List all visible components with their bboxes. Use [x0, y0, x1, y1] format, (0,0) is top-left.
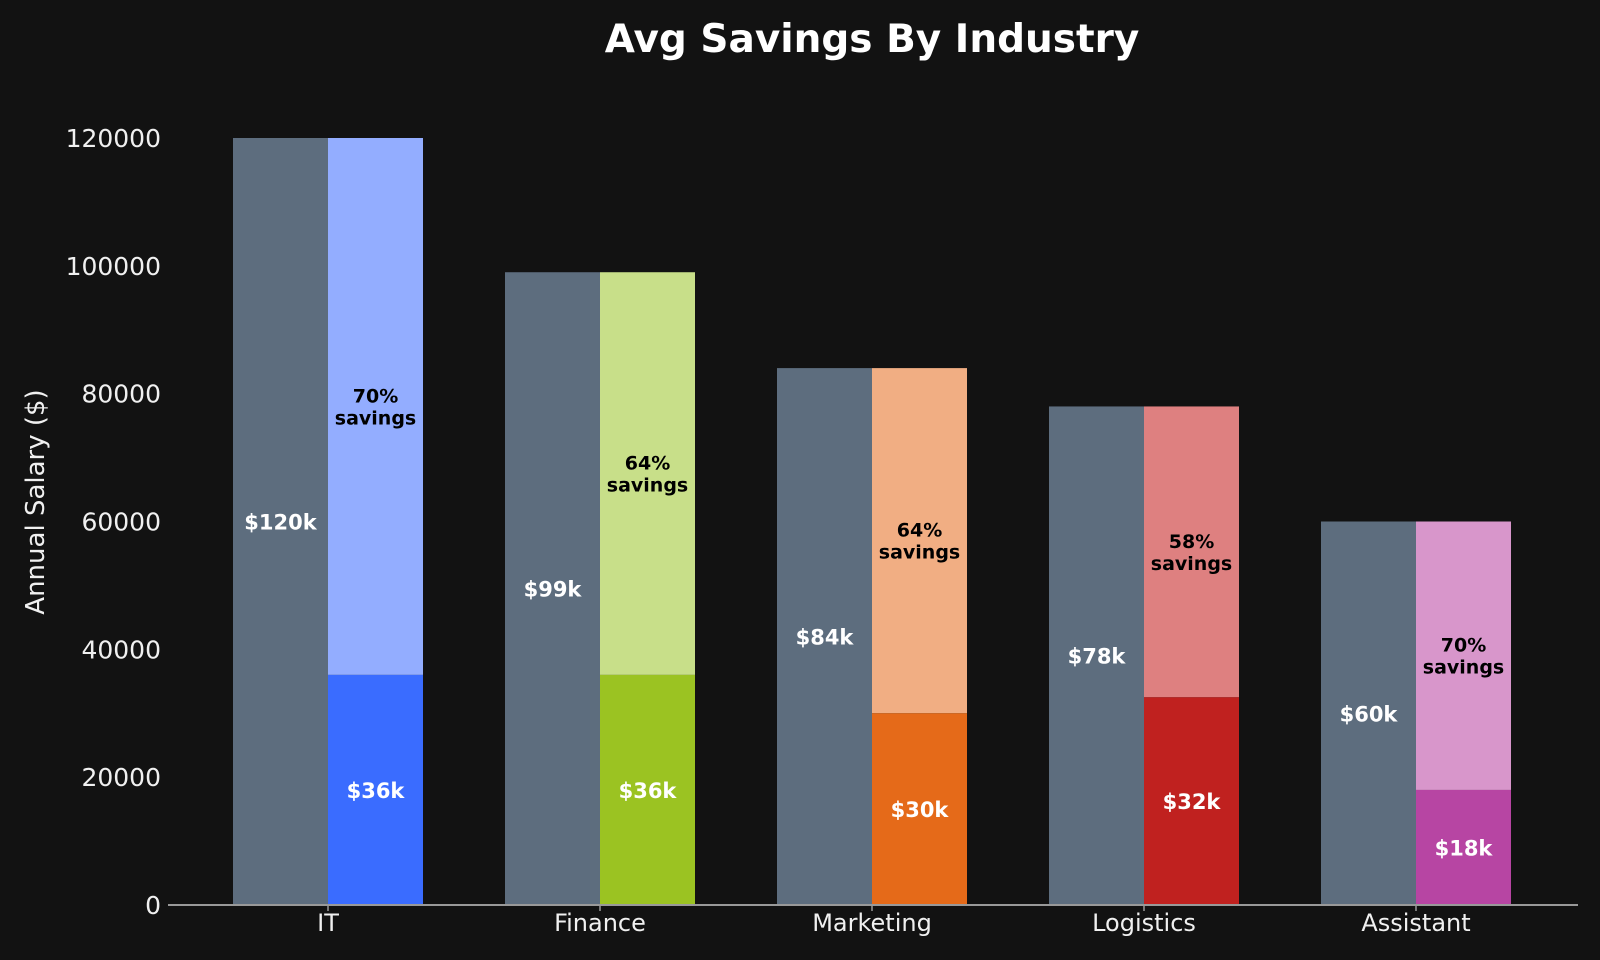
- cost-bar-label: $30k: [891, 798, 950, 822]
- savings-percent-word: savings: [335, 407, 416, 429]
- y-tick-label: 120000: [66, 124, 161, 153]
- savings-percent-word: savings: [1423, 657, 1504, 679]
- cost-bar-label: $18k: [1435, 836, 1494, 860]
- x-tick-label: Logistics: [1092, 909, 1196, 937]
- savings-remainder-bar-marketing: [872, 368, 967, 714]
- savings-remainder-bar-it: [328, 138, 423, 675]
- savings-percent-value: 70%: [353, 385, 398, 407]
- savings-percent-label: 70% savings: [335, 385, 416, 429]
- cost-bar-label: $36k: [347, 779, 406, 803]
- salary-bar-label: $84k: [796, 626, 855, 650]
- y-axis-label: Annual Salary ($): [21, 389, 51, 614]
- x-tick-label: Assistant: [1361, 909, 1470, 937]
- salary-bar-it: [233, 138, 328, 905]
- salary-bar-assistant: [1321, 521, 1416, 905]
- savings-percent-word: savings: [607, 475, 688, 497]
- savings-percent-word: savings: [1151, 553, 1232, 575]
- savings-percent-value: 58%: [1169, 531, 1214, 553]
- salary-bar-label: $99k: [524, 578, 583, 602]
- savings-percent-value: 64%: [625, 453, 670, 475]
- salary-bar-label: $120k: [244, 511, 317, 535]
- bars-group: [233, 138, 1511, 906]
- savings-percent-label: 58% savings: [1151, 531, 1232, 575]
- y-tick-label: 60000: [81, 508, 161, 537]
- y-axis-ticks: 0 20000 40000 60000 80000 100000 120000: [66, 124, 161, 920]
- y-tick-label: 100000: [66, 252, 161, 281]
- savings-remainder-bar-finance: [600, 272, 695, 675]
- chart-title: Avg Savings By Industry: [605, 17, 1140, 62]
- salary-bar-marketing: [777, 368, 872, 906]
- salary-bar-label: $78k: [1068, 645, 1127, 669]
- cost-bar-logistics: [1144, 697, 1239, 905]
- x-tick-label: Marketing: [812, 909, 932, 937]
- salary-bar-finance: [505, 272, 600, 906]
- cost-bar-assistant: [1416, 789, 1511, 905]
- salary-bar-label: $60k: [1340, 702, 1399, 726]
- savings-percent-value: 70%: [1441, 635, 1486, 657]
- savings-percent-label: 70% savings: [1423, 635, 1504, 679]
- y-tick-label: 20000: [81, 763, 161, 792]
- savings-remainder-bar-assistant: [1416, 521, 1511, 790]
- y-tick-label: 40000: [81, 635, 161, 664]
- cost-bar-label: $32k: [1163, 790, 1222, 814]
- x-tick-label: Finance: [554, 909, 646, 937]
- savings-remainder-bar-logistics: [1144, 406, 1239, 698]
- savings-percent-label: 64% savings: [879, 520, 960, 564]
- cost-bar-finance: [600, 674, 695, 905]
- cost-bar-it: [328, 674, 423, 905]
- x-axis-ticks: IT Finance Marketing Logistics Assistant: [317, 905, 1471, 937]
- salary-bar-logistics: [1049, 406, 1144, 905]
- savings-percent-label: 64% savings: [607, 453, 688, 497]
- cost-bar-marketing: [872, 713, 967, 905]
- y-tick-label: 0: [145, 891, 161, 920]
- cost-bar-label: $36k: [619, 779, 678, 803]
- savings-percent-value: 64%: [897, 520, 942, 542]
- y-tick-label: 80000: [81, 380, 161, 409]
- savings-percent-word: savings: [879, 542, 960, 564]
- x-tick-label: IT: [317, 909, 339, 937]
